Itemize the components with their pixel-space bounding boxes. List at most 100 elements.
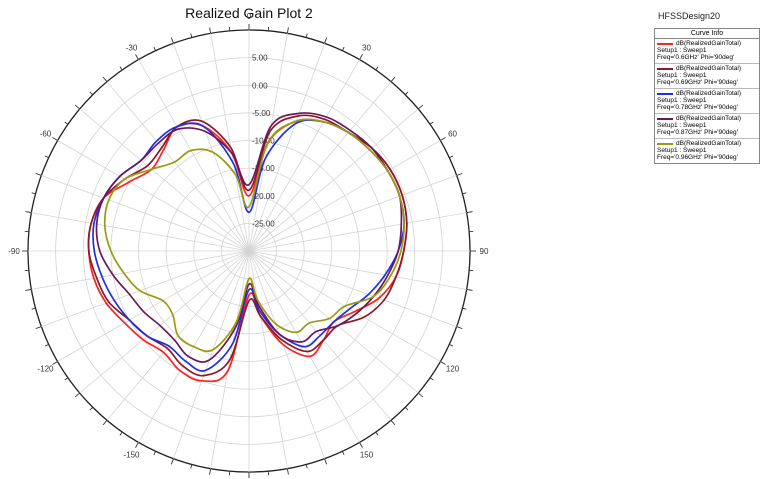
legend-freq: Freq='0.69GHz' Phi='90deg'	[657, 79, 738, 86]
legend-setup: Setup1 : Sweep1	[657, 72, 707, 79]
legend-entry: dB(RealizedGainTotal) Setup1 : Sweep1 Freq…	[655, 89, 759, 114]
grid-spoke	[138, 59, 250, 252]
angle-tick	[305, 33, 308, 38]
angle-tick	[44, 155, 49, 159]
angle-label: 120	[446, 365, 460, 374]
grid-spoke	[248, 250, 467, 290]
grid-spoke	[79, 250, 250, 394]
grid-spoke	[31, 250, 250, 290]
angle-tick	[375, 431, 379, 436]
angle-tick	[153, 46, 157, 51]
angle-tick	[341, 46, 345, 51]
angle-tick	[466, 211, 473, 214]
angle-tick	[466, 288, 473, 291]
radial-label: -25.00	[252, 219, 275, 228]
angle-label: -90	[8, 247, 20, 256]
angle-tick	[429, 377, 434, 381]
angle-tick	[153, 451, 157, 456]
grid-spoke	[210, 33, 250, 252]
angle-tick	[449, 343, 454, 347]
grid-spoke	[41, 175, 250, 252]
legend-freq: Freq='0.78GHz' Phi='90deg'	[657, 104, 738, 111]
grid-spoke	[248, 175, 457, 252]
grid-spoke	[248, 250, 288, 469]
angle-tick	[52, 361, 58, 365]
angle-label: -150	[123, 451, 140, 460]
legend-header: Curve Info	[655, 29, 759, 39]
angle-tick	[44, 343, 49, 347]
angle-tick	[170, 458, 174, 465]
angle-label: 30	[362, 43, 371, 52]
grid-spoke	[57, 250, 250, 362]
legend-swatch	[657, 92, 673, 95]
angle-tick	[89, 91, 94, 96]
angle-label: -120	[37, 365, 54, 374]
angle-tick	[462, 307, 467, 310]
legend-freq: Freq='0.96GHz' Phi='90deg'	[657, 154, 738, 161]
angle-tick	[404, 91, 409, 96]
angle-tick	[74, 104, 80, 110]
angle-tick	[324, 458, 328, 465]
angle-tick	[440, 361, 446, 365]
legend-freq: Freq='0.87GHz' Phi='90deg'	[657, 129, 738, 136]
polar-grid: 0306090120150-180-150-120-90-60-305.000.…	[8, 12, 489, 478]
legend-series-name: dB(RealizedGainTotal)	[676, 40, 742, 47]
angle-tick	[74, 392, 80, 398]
angle-tick	[418, 104, 424, 110]
angle-tick	[390, 76, 396, 82]
angle-label: 60	[448, 130, 457, 139]
angle-tick	[429, 121, 434, 125]
radial-label: -10.00	[252, 137, 275, 146]
grid-spoke	[248, 108, 419, 252]
radial-label: -15.00	[252, 164, 275, 173]
series-line-4	[103, 118, 405, 353]
grid-spoke	[173, 250, 250, 459]
grid-spoke	[173, 43, 250, 252]
curve-legend: Curve Info dB(RealizedGainTotal) Setup1 :…	[654, 28, 760, 164]
legend-series-name: dB(RealizedGainTotal)	[676, 65, 742, 72]
legend-entry: dB(RealizedGainTotal) Setup1 : Sweep1 Freq…	[655, 39, 759, 64]
grid-spoke	[31, 212, 250, 252]
plot-title: Realized Gain Plot 2	[185, 5, 313, 21]
legend-entry-top: dB(RealizedGainTotal)	[657, 140, 757, 147]
angle-tick	[190, 464, 193, 469]
grid-spoke	[248, 43, 325, 252]
angle-tick	[449, 155, 454, 159]
angle-tick	[102, 76, 108, 82]
legend-setup: Setup1 : Sweep1	[657, 147, 707, 154]
legend-swatch	[657, 67, 673, 70]
legend-entry: dB(RealizedGainTotal) Setup1 : Sweep1 Freq…	[655, 64, 759, 89]
legend-entry-top: dB(RealizedGainTotal)	[657, 90, 757, 97]
legend-setup: Setup1 : Sweep1	[657, 122, 707, 129]
angle-tick	[286, 468, 289, 475]
grid-spoke	[248, 250, 457, 327]
curves	[87, 112, 408, 383]
angle-tick	[25, 288, 32, 291]
angle-label: 90	[480, 247, 489, 256]
angle-tick	[119, 66, 123, 71]
legend-entry-top: dB(RealizedGainTotal)	[657, 40, 757, 47]
legend-setup: Setup1 : Sweep1	[657, 97, 707, 104]
angle-tick	[35, 326, 42, 330]
legend-setup: Setup1 : Sweep1	[657, 47, 707, 54]
angle-tick	[359, 54, 363, 60]
angle-tick	[64, 121, 69, 125]
legend-series-name: dB(RealizedGainTotal)	[676, 90, 742, 97]
angle-label: -60	[40, 130, 52, 139]
angle-tick	[209, 27, 212, 34]
angle-tick	[359, 442, 363, 448]
angle-tick	[135, 442, 139, 448]
angle-tick	[390, 420, 396, 426]
grid-spoke	[106, 81, 250, 252]
legend-series-name: dB(RealizedGainTotal)	[676, 115, 742, 122]
angle-tick	[375, 66, 379, 71]
angle-tick	[341, 451, 345, 456]
legend-entry: dB(RealizedGainTotal) Setup1 : Sweep1 Freq…	[655, 139, 759, 163]
legend-swatch	[657, 142, 673, 145]
angle-tick	[324, 37, 328, 44]
angle-label: 0	[247, 12, 252, 21]
legend-entry-top: dB(RealizedGainTotal)	[657, 65, 757, 72]
radial-label: 5.00	[252, 54, 268, 63]
angle-tick	[170, 37, 174, 44]
